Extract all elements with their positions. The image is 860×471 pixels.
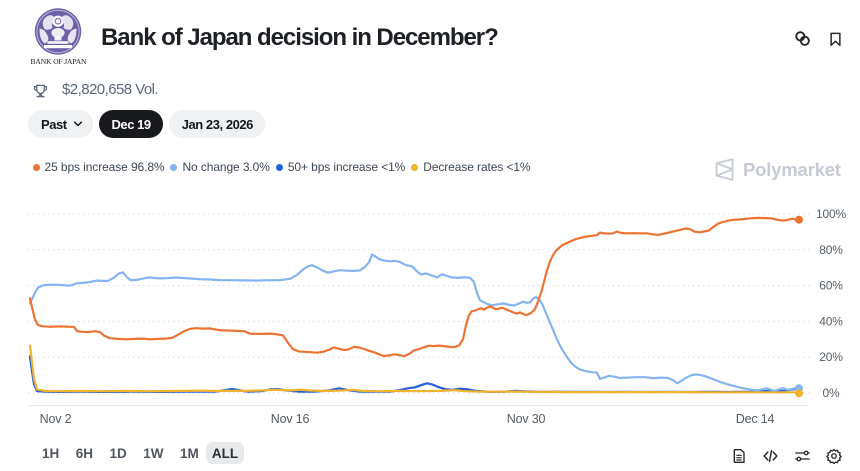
svg-text:Nov 2: Nov 2 xyxy=(40,412,72,426)
svg-text:Nov 16: Nov 16 xyxy=(271,412,310,426)
svg-text:40%: 40% xyxy=(819,314,843,328)
svg-text:60%: 60% xyxy=(819,279,843,293)
svg-text:Nov 30: Nov 30 xyxy=(507,412,546,426)
svg-text:0%: 0% xyxy=(822,386,840,400)
svg-text:20%: 20% xyxy=(819,350,843,364)
svg-text:80%: 80% xyxy=(819,243,843,257)
svg-text:Dec 14: Dec 14 xyxy=(736,412,775,426)
svg-text:100%: 100% xyxy=(816,207,847,221)
svg-text:BANK OF JAPAN: BANK OF JAPAN xyxy=(31,57,88,66)
